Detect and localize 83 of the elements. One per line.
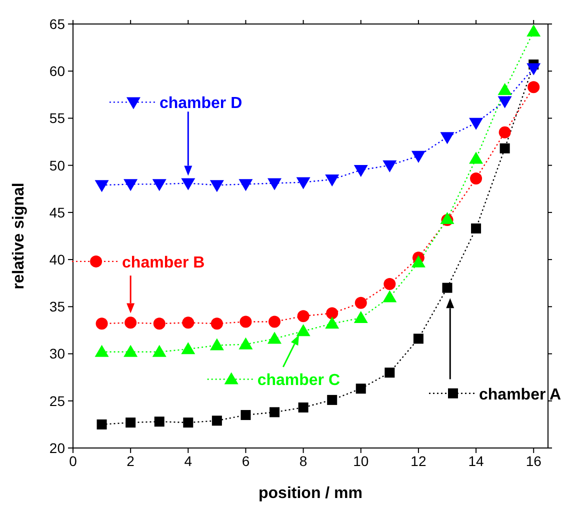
point	[268, 178, 282, 190]
point	[268, 316, 281, 328]
x-tick-label: 10	[353, 452, 369, 469]
point	[440, 132, 454, 144]
point	[268, 332, 282, 344]
y-tick-label: 25	[49, 392, 66, 409]
point	[182, 316, 194, 329]
point	[469, 152, 484, 164]
point	[238, 179, 253, 192]
x-tick-label: 2	[126, 452, 135, 469]
point	[238, 337, 253, 350]
point	[498, 126, 511, 138]
point	[96, 419, 107, 430]
point	[240, 410, 251, 420]
legend-label: chamber C	[257, 372, 340, 390]
legend-label: chamber A	[479, 386, 562, 404]
point	[469, 118, 484, 130]
point	[297, 310, 310, 322]
point	[382, 290, 397, 302]
point	[153, 318, 166, 330]
x-tick-label: 14	[468, 452, 484, 469]
y-tick-label: 65	[49, 16, 66, 32]
point	[94, 344, 109, 357]
y-tick-label: 20	[49, 440, 66, 456]
point	[296, 177, 310, 190]
x-tick-label: 4	[184, 452, 192, 469]
point	[471, 223, 482, 234]
x-axis-title: position / mm	[258, 485, 362, 502]
point	[152, 179, 166, 192]
point	[212, 416, 222, 426]
point	[96, 318, 108, 330]
point	[183, 418, 194, 428]
point	[298, 402, 308, 412]
x-tick-label: 8	[299, 452, 308, 469]
y-tick-label: 60	[49, 63, 66, 80]
point	[325, 174, 340, 186]
y-axis-title: relative signal	[10, 182, 28, 290]
point	[354, 296, 367, 309]
point	[210, 318, 223, 330]
x-tick-label: 12	[410, 452, 426, 469]
point	[326, 307, 338, 320]
point	[384, 278, 396, 290]
point	[240, 316, 252, 328]
point	[325, 316, 340, 329]
y-tick-label: 45	[49, 204, 66, 220]
point	[500, 143, 510, 154]
point	[470, 172, 482, 185]
y-tick-label: 30	[49, 346, 66, 362]
point	[413, 334, 424, 344]
x-tick-label: 6	[242, 452, 250, 469]
legend-label: chamber B	[122, 254, 205, 272]
point	[181, 178, 196, 190]
point	[354, 165, 368, 178]
point	[124, 344, 138, 357]
point	[354, 310, 368, 323]
point	[296, 324, 310, 336]
legend-label: chamber D	[159, 95, 242, 112]
point	[181, 342, 196, 354]
point	[498, 96, 512, 108]
point	[126, 418, 136, 428]
y-tick-label: 50	[49, 157, 66, 174]
point	[124, 179, 138, 192]
x-tick-label: 16	[526, 452, 542, 469]
point	[270, 407, 280, 418]
point	[384, 368, 395, 378]
point	[327, 394, 338, 405]
point	[210, 338, 224, 350]
x-tick-label: 0	[69, 452, 78, 469]
point	[210, 180, 224, 192]
point	[152, 344, 166, 357]
y-tick-label: 35	[49, 298, 66, 315]
point	[94, 180, 109, 192]
point	[411, 255, 426, 268]
point	[526, 63, 541, 76]
point	[442, 282, 452, 293]
point	[411, 150, 426, 163]
point	[356, 384, 366, 394]
point	[528, 81, 540, 94]
point	[382, 160, 397, 172]
point	[154, 416, 164, 427]
point	[124, 316, 137, 329]
y-tick-label: 40	[49, 252, 66, 268]
y-tick-label: 55	[49, 110, 66, 126]
